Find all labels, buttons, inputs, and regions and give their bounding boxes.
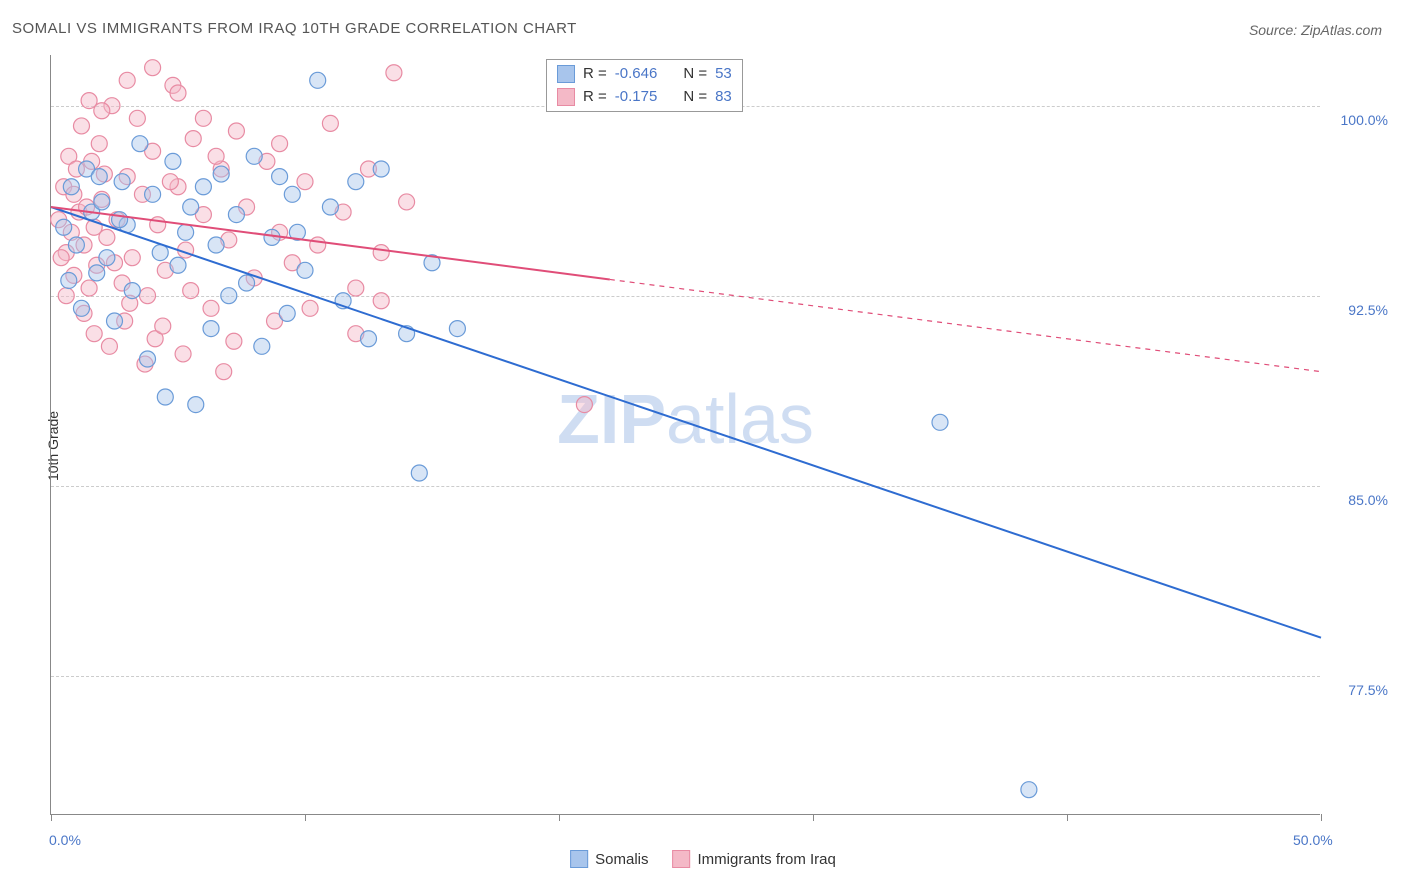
tick-x	[305, 814, 306, 821]
legend-item-series2: Immigrants from Iraq	[672, 850, 835, 868]
swatch-series2	[557, 88, 575, 106]
stats-n-label-2: N =	[683, 86, 707, 109]
legend-item-series1: Somalis	[570, 850, 648, 868]
source-label: Source: ZipAtlas.com	[1249, 22, 1382, 38]
stats-n-val-1: 53	[715, 63, 732, 86]
x-tick-label: 50.0%	[1293, 832, 1333, 848]
tick-x	[1321, 814, 1322, 821]
stats-r-label-1: R =	[583, 63, 607, 86]
chart-title: SOMALI VS IMMIGRANTS FROM IRAQ 10TH GRAD…	[12, 20, 577, 37]
bottom-legend: Somalis Immigrants from Iraq	[570, 850, 836, 868]
legend-label-series1: Somalis	[595, 851, 648, 868]
plot-area: ZIPatlas R = -0.646 N = 53 R = -0.175 N …	[50, 55, 1320, 815]
stats-box: R = -0.646 N = 53 R = -0.175 N = 83	[546, 59, 743, 112]
y-tick-label: 77.5%	[1348, 682, 1388, 698]
legend-swatch-series2	[672, 850, 690, 868]
stats-row-series2: R = -0.175 N = 83	[557, 86, 732, 109]
y-tick-label: 92.5%	[1348, 302, 1388, 318]
y-tick-label: 100.0%	[1341, 112, 1388, 128]
y-tick-label: 85.0%	[1348, 492, 1388, 508]
stats-n-label-1: N =	[683, 63, 707, 86]
tick-x	[559, 814, 560, 821]
stats-n-val-2: 83	[715, 86, 732, 109]
tick-x	[813, 814, 814, 821]
stats-r-label-2: R =	[583, 86, 607, 109]
swatch-series1	[557, 65, 575, 83]
stats-r-val-1: -0.646	[615, 63, 658, 86]
x-tick-label: 0.0%	[49, 832, 81, 848]
tick-x	[51, 814, 52, 821]
legend-label-series2: Immigrants from Iraq	[697, 851, 835, 868]
stats-r-val-2: -0.175	[615, 86, 658, 109]
stats-row-series1: R = -0.646 N = 53	[557, 63, 732, 86]
legend-swatch-series1	[570, 850, 588, 868]
plot-svg	[51, 55, 1320, 814]
chart-container: SOMALI VS IMMIGRANTS FROM IRAQ 10TH GRAD…	[0, 0, 1406, 892]
tick-x	[1067, 814, 1068, 821]
